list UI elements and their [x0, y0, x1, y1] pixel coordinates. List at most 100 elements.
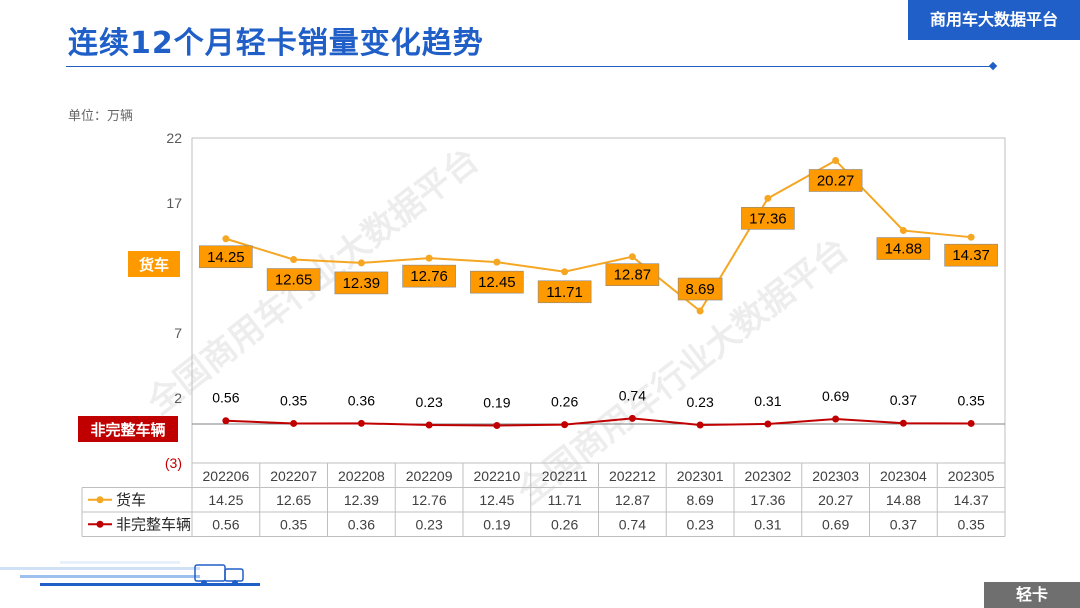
data-point-truck: [493, 258, 501, 266]
table-cell-value: 0.69: [822, 516, 849, 532]
footer-category-tag: 轻卡: [984, 582, 1080, 608]
data-label-truck-bg: [470, 270, 524, 294]
data-point-incomplete: [899, 419, 907, 427]
table-cell-value: 17.36: [750, 492, 785, 508]
data-point-incomplete: [222, 417, 230, 425]
table-cell-value: 0.35: [958, 516, 985, 532]
data-label-truck-bg: [876, 237, 931, 260]
x-category-label: 202301: [677, 468, 724, 484]
series-tag-truck-bg: [128, 251, 180, 277]
table-cell-value: 0.26: [551, 516, 578, 532]
data-label-incomplete: 0.19: [483, 395, 510, 411]
data-point-truck: [425, 254, 433, 262]
y-tick-label: 17: [166, 195, 182, 211]
x-category-label: 202302: [745, 468, 792, 484]
x-category-label: 202206: [203, 468, 250, 484]
data-point-incomplete: [832, 415, 840, 423]
table-cell-value: 12.45: [479, 492, 514, 508]
x-category-label: 202305: [948, 468, 995, 484]
data-point-truck: [764, 194, 772, 202]
data-point-truck: [832, 156, 840, 164]
data-point-incomplete: [425, 421, 433, 429]
data-label-incomplete: 0.56: [212, 390, 239, 406]
x-category-label: 202212: [609, 468, 656, 484]
data-label-truck: 14.88: [885, 241, 923, 258]
data-point-truck: [561, 268, 569, 276]
table-cell-value: 14.25: [208, 492, 243, 508]
y-tick-label: 7: [174, 325, 182, 341]
data-label-truck: 14.25: [207, 249, 245, 266]
data-point-truck: [967, 233, 975, 241]
table-cell-value: 14.37: [954, 492, 989, 508]
table-cell-value: 12.76: [412, 492, 447, 508]
unit-label: 单位：万辆: [68, 109, 134, 124]
x-category-label: 202210: [474, 468, 521, 484]
y-tick-label: 2: [174, 390, 182, 406]
data-point-truck: [357, 259, 365, 267]
x-category-label: 202211: [542, 468, 588, 484]
data-label-truck-bg: [199, 245, 253, 269]
data-label-incomplete: 0.69: [822, 388, 849, 404]
x-category-label: 202209: [406, 468, 453, 484]
data-label-incomplete: 0.26: [551, 394, 578, 410]
brand-badge: 商用车大数据平台: [908, 0, 1080, 40]
table-cell-value: 0.23: [416, 516, 443, 532]
table-cell-value: 0.37: [890, 516, 917, 532]
table-cell-value: 0.36: [348, 516, 375, 532]
data-label-truck-bg: [402, 264, 456, 288]
data-point-incomplete: [967, 419, 975, 427]
data-point-truck: [222, 235, 230, 243]
data-label-truck-bg: [944, 243, 998, 267]
data-label-truck: 8.69: [686, 281, 715, 298]
x-category-label: 202208: [338, 468, 385, 484]
data-point-truck: [696, 307, 704, 315]
table-cell-value: 14.88: [886, 492, 921, 508]
legend-label: 货车: [116, 492, 146, 509]
data-label-truck-bg: [741, 207, 795, 230]
table-cell-value: 12.87: [615, 492, 650, 508]
data-label-truck: 12.39: [343, 275, 381, 292]
data-point-incomplete: [628, 414, 636, 422]
table-cell-value: 8.69: [687, 492, 714, 508]
table-cell-value: 11.71: [548, 492, 582, 508]
table-cell-value: 12.39: [344, 492, 379, 508]
truck-decoration-icon: [0, 561, 260, 586]
data-label-truck: 12.65: [275, 272, 313, 289]
series-tag-incomplete-bg: [78, 416, 178, 442]
data-label-truck-bg: [334, 271, 389, 295]
data-label-truck: 12.76: [410, 268, 448, 285]
data-label-truck: 17.36: [749, 210, 787, 227]
x-category-label: 202207: [270, 468, 317, 484]
series-tag-truck: 货车: [139, 256, 169, 274]
y-tick-label: (3): [165, 455, 182, 471]
x-category-label: 202304: [880, 468, 927, 484]
data-label-incomplete: 0.35: [958, 392, 985, 408]
data-label-incomplete: 0.37: [890, 392, 917, 408]
data-label-incomplete: 0.36: [348, 392, 375, 408]
data-label-truck: 12.87: [614, 267, 652, 284]
table-cell-value: 0.19: [483, 516, 510, 532]
data-point-incomplete: [357, 419, 365, 427]
table-cell-value: 0.74: [619, 516, 646, 532]
legend-marker: [96, 520, 104, 528]
data-label-incomplete: 0.35: [280, 392, 307, 408]
data-point-incomplete: [493, 422, 501, 430]
legend-label: 非完整车辆: [116, 516, 191, 533]
data-label-truck-bg: [677, 277, 723, 301]
series-tag-incomplete: 非完整车辆: [90, 421, 165, 439]
table-cell-value: 0.23: [687, 516, 714, 532]
data-point-incomplete: [764, 420, 772, 428]
legend-marker: [96, 496, 104, 504]
data-label-incomplete: 0.23: [416, 394, 443, 410]
data-point-incomplete: [561, 421, 569, 429]
table-cell-value: 0.31: [754, 516, 781, 532]
title-underline: [66, 66, 994, 67]
data-label-truck-bg: [537, 280, 592, 304]
table-cell-value: 0.56: [212, 516, 239, 532]
table-cell-value: 12.65: [276, 492, 311, 508]
data-label-incomplete: 0.74: [619, 387, 646, 403]
x-category-label: 202303: [812, 468, 859, 484]
data-point-truck: [628, 253, 636, 261]
table-cell-value: 0.35: [280, 516, 307, 532]
